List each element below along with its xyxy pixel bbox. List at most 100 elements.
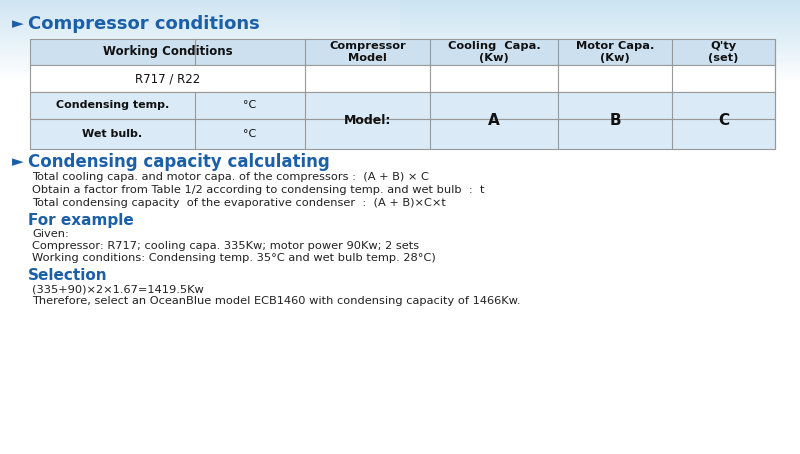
Text: Model:: Model: bbox=[344, 114, 391, 127]
Text: Total condensing capacity  of the evaporative condenser  :  (A + B)×C×t: Total condensing capacity of the evapora… bbox=[32, 198, 446, 208]
Bar bbox=[0, 48, 800, 49]
Bar bbox=[0, 3, 800, 4]
Text: Compressor
Model: Compressor Model bbox=[329, 40, 406, 64]
Bar bbox=[0, 75, 800, 76]
Bar bbox=[0, 69, 800, 70]
Bar bbox=[400, 27, 800, 28]
Bar bbox=[0, 44, 800, 45]
Bar bbox=[0, 43, 800, 44]
Bar bbox=[0, 66, 800, 67]
Bar bbox=[0, 71, 800, 72]
Text: Q'ty
(set): Q'ty (set) bbox=[708, 40, 738, 64]
Bar bbox=[0, 72, 800, 73]
Text: °C: °C bbox=[243, 100, 257, 110]
Bar bbox=[400, 41, 800, 42]
Bar bbox=[0, 74, 800, 75]
Bar bbox=[400, 68, 800, 69]
Bar bbox=[400, 38, 800, 39]
Text: Condensing capacity calculating: Condensing capacity calculating bbox=[28, 153, 330, 171]
Bar bbox=[0, 51, 800, 52]
Bar bbox=[0, 30, 800, 31]
Bar bbox=[400, 45, 800, 46]
Bar bbox=[0, 73, 800, 74]
Bar bbox=[400, 51, 800, 52]
Bar bbox=[30, 119, 775, 149]
Bar bbox=[400, 64, 800, 65]
Bar bbox=[0, 70, 800, 71]
Bar bbox=[400, 14, 800, 15]
Bar bbox=[0, 4, 800, 5]
Bar bbox=[0, 63, 800, 64]
Bar bbox=[0, 13, 800, 14]
Bar bbox=[0, 47, 800, 48]
Bar bbox=[400, 58, 800, 59]
Bar bbox=[0, 38, 800, 39]
Bar bbox=[0, 52, 800, 53]
Bar bbox=[400, 20, 800, 21]
Bar bbox=[400, 2, 800, 3]
Bar bbox=[400, 47, 800, 48]
Bar bbox=[0, 10, 800, 11]
Text: ►: ► bbox=[12, 154, 24, 169]
Bar bbox=[400, 16, 800, 17]
Bar bbox=[0, 6, 800, 7]
Bar bbox=[400, 54, 800, 55]
Bar bbox=[400, 60, 800, 61]
Text: B: B bbox=[609, 113, 621, 128]
Bar bbox=[400, 5, 800, 6]
Text: C: C bbox=[718, 113, 729, 128]
Bar bbox=[400, 70, 800, 71]
Bar bbox=[400, 33, 800, 34]
Bar bbox=[400, 71, 800, 72]
Bar bbox=[400, 19, 800, 20]
Bar bbox=[0, 56, 800, 57]
Bar bbox=[400, 53, 800, 54]
Bar bbox=[400, 0, 800, 1]
Bar bbox=[400, 28, 800, 29]
Bar bbox=[0, 8, 800, 9]
Bar bbox=[400, 42, 800, 43]
Bar bbox=[0, 64, 800, 65]
Bar bbox=[0, 17, 800, 18]
Bar bbox=[400, 37, 800, 38]
Bar bbox=[400, 78, 800, 79]
Bar bbox=[400, 55, 800, 56]
Bar bbox=[0, 45, 800, 46]
Text: Working Conditions: Working Conditions bbox=[102, 45, 232, 59]
Text: Total cooling capa. and motor capa. of the compressors :  (A + B) × C: Total cooling capa. and motor capa. of t… bbox=[32, 172, 429, 182]
Bar bbox=[400, 10, 800, 11]
Bar bbox=[0, 22, 800, 23]
Bar bbox=[400, 23, 800, 24]
Bar bbox=[400, 69, 800, 70]
Bar bbox=[400, 67, 800, 68]
Bar bbox=[400, 65, 800, 66]
Text: Condensing temp.: Condensing temp. bbox=[56, 100, 169, 110]
Bar bbox=[0, 49, 800, 50]
Bar bbox=[400, 79, 800, 80]
Bar bbox=[0, 23, 800, 24]
Bar bbox=[0, 67, 800, 68]
Bar bbox=[30, 65, 775, 92]
Bar bbox=[400, 17, 800, 18]
Bar bbox=[0, 77, 800, 78]
Bar bbox=[0, 54, 800, 55]
Bar bbox=[0, 1, 800, 2]
Bar bbox=[400, 25, 800, 26]
Bar bbox=[400, 4, 800, 5]
Bar bbox=[0, 9, 800, 10]
Bar bbox=[400, 6, 800, 7]
Bar bbox=[400, 48, 800, 49]
Text: Given:: Given: bbox=[32, 229, 69, 239]
Bar bbox=[400, 61, 800, 62]
Bar bbox=[0, 61, 800, 62]
Bar bbox=[400, 59, 800, 60]
Bar bbox=[400, 22, 800, 23]
Bar bbox=[400, 62, 800, 63]
Bar bbox=[400, 40, 800, 41]
Bar bbox=[400, 11, 800, 12]
Bar bbox=[0, 53, 800, 54]
Bar bbox=[0, 50, 800, 51]
Bar bbox=[400, 43, 800, 44]
Bar bbox=[0, 31, 800, 32]
Text: Compressor: R717; cooling capa. 335Kw; motor power 90Kw; 2 sets: Compressor: R717; cooling capa. 335Kw; m… bbox=[32, 241, 419, 251]
